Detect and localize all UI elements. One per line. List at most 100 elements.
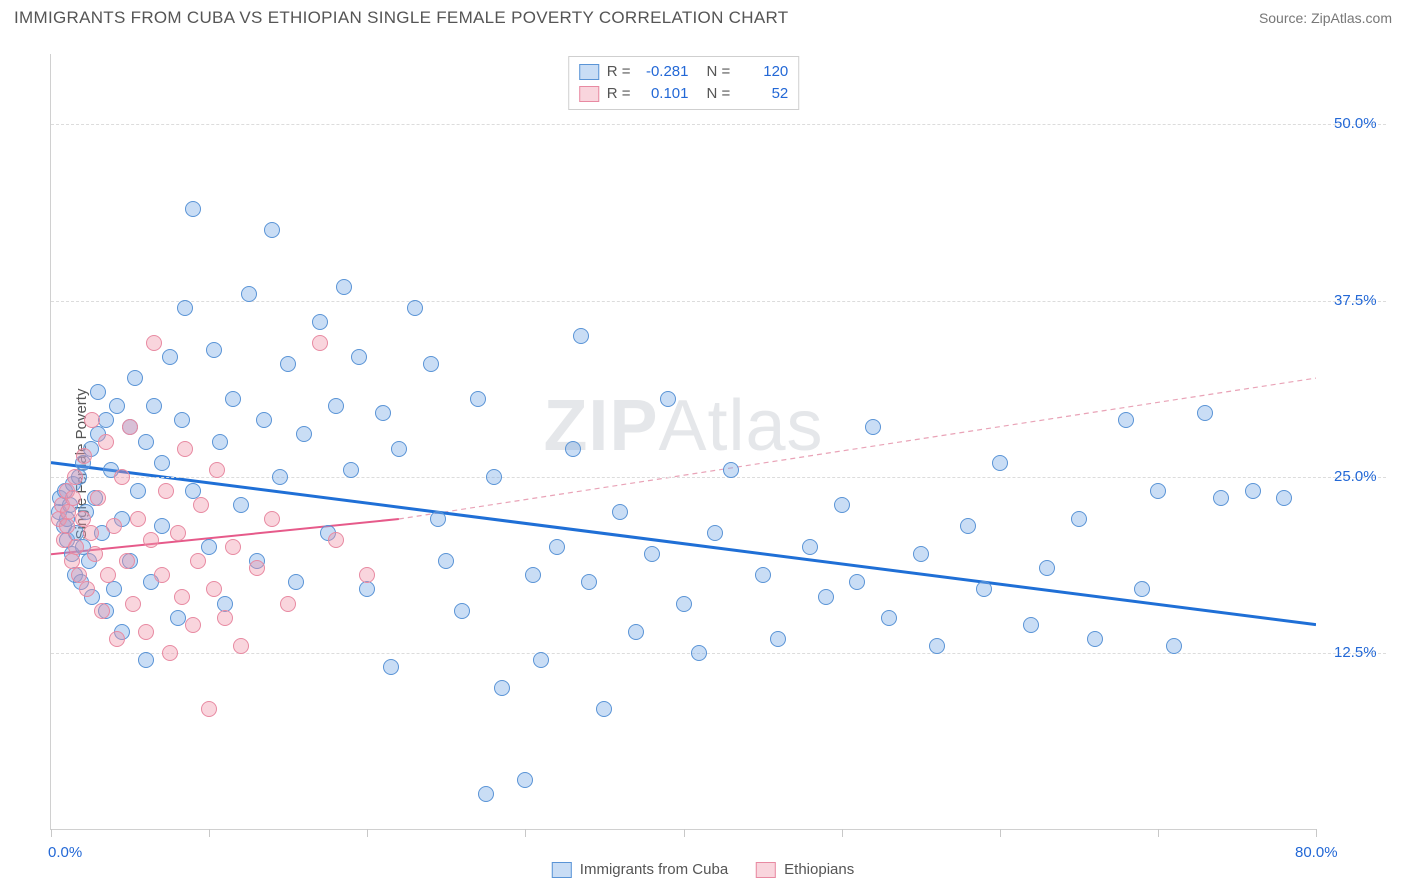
plot-region: ZIPAtlas R =-0.281N =120R =0.101N =52 12… — [50, 54, 1316, 830]
data-point-ethiopia — [122, 419, 138, 435]
data-point-ethiopia — [217, 610, 233, 626]
data-point-ethiopia — [125, 596, 141, 612]
data-point-cuba — [755, 567, 771, 583]
legend-item-cuba: Immigrants from Cuba — [552, 861, 728, 878]
data-point-cuba — [185, 201, 201, 217]
y-tick-label: 12.5% — [1334, 644, 1377, 661]
data-point-cuba — [525, 567, 541, 583]
data-point-cuba — [98, 412, 114, 428]
data-point-ethiopia — [328, 532, 344, 548]
y-tick-label: 50.0% — [1334, 115, 1377, 132]
data-point-ethiopia — [76, 448, 92, 464]
data-point-cuba — [770, 631, 786, 647]
x-tick — [367, 829, 368, 837]
data-point-cuba — [565, 441, 581, 457]
trend-ext-ethiopia — [399, 378, 1316, 519]
data-point-cuba — [1118, 412, 1134, 428]
data-point-cuba — [573, 328, 589, 344]
data-point-cuba — [1071, 511, 1087, 527]
data-point-cuba — [834, 497, 850, 513]
data-point-cuba — [272, 469, 288, 485]
legend-r-prefix: R = — [607, 61, 631, 83]
x-tick — [1316, 829, 1317, 837]
data-point-cuba — [146, 398, 162, 414]
data-point-ethiopia — [109, 631, 125, 647]
data-point-cuba — [549, 539, 565, 555]
legend-label-cuba: Immigrants from Cuba — [580, 861, 728, 878]
data-point-ethiopia — [100, 567, 116, 583]
data-point-ethiopia — [79, 581, 95, 597]
data-point-ethiopia — [190, 553, 206, 569]
data-point-cuba — [517, 772, 533, 788]
legend-row-cuba: R =-0.281N =120 — [579, 61, 789, 83]
legend-n-value-cuba: 120 — [738, 61, 788, 83]
data-point-cuba — [849, 574, 865, 590]
x-tick — [1000, 829, 1001, 837]
data-point-ethiopia — [114, 469, 130, 485]
data-point-ethiopia — [162, 645, 178, 661]
data-point-cuba — [486, 469, 502, 485]
data-point-cuba — [90, 384, 106, 400]
gridline — [51, 477, 1386, 478]
data-point-cuba — [391, 441, 407, 457]
data-point-cuba — [1023, 617, 1039, 633]
data-point-ethiopia — [68, 539, 84, 555]
chart-area: Single Female Poverty ZIPAtlas R =-0.281… — [0, 36, 1406, 892]
data-point-cuba — [1197, 405, 1213, 421]
data-point-cuba — [423, 356, 439, 372]
data-point-cuba — [1039, 560, 1055, 576]
data-point-cuba — [1134, 581, 1150, 597]
data-point-ethiopia — [359, 567, 375, 583]
swatch-ethiopia — [579, 86, 599, 102]
data-point-cuba — [1245, 483, 1261, 499]
data-point-ethiopia — [264, 511, 280, 527]
data-point-cuba — [212, 434, 228, 450]
legend-n-prefix: N = — [707, 83, 731, 105]
x-min-label: 0.0% — [48, 844, 82, 861]
legend-r-prefix: R = — [607, 83, 631, 105]
swatch-cuba — [552, 862, 572, 878]
data-point-ethiopia — [280, 596, 296, 612]
data-point-ethiopia — [67, 469, 83, 485]
data-point-cuba — [359, 581, 375, 597]
data-point-cuba — [328, 398, 344, 414]
data-point-cuba — [174, 412, 190, 428]
data-point-ethiopia — [59, 518, 75, 534]
swatch-ethiopia — [756, 862, 776, 878]
data-point-cuba — [818, 589, 834, 605]
swatch-cuba — [579, 64, 599, 80]
data-point-cuba — [206, 342, 222, 358]
data-point-ethiopia — [170, 525, 186, 541]
data-point-cuba — [280, 356, 296, 372]
data-point-cuba — [660, 391, 676, 407]
data-point-cuba — [162, 349, 178, 365]
watermark: ZIPAtlas — [543, 385, 823, 467]
data-point-ethiopia — [185, 617, 201, 633]
data-point-cuba — [644, 546, 660, 562]
y-tick-label: 37.5% — [1334, 292, 1377, 309]
data-point-cuba — [478, 786, 494, 802]
gridline — [51, 653, 1386, 654]
data-point-ethiopia — [177, 441, 193, 457]
data-point-cuba — [106, 581, 122, 597]
data-point-cuba — [430, 511, 446, 527]
data-point-ethiopia — [84, 412, 100, 428]
data-point-cuba — [109, 398, 125, 414]
data-point-cuba — [138, 434, 154, 450]
watermark-light: Atlas — [658, 386, 823, 466]
data-point-cuba — [383, 659, 399, 675]
x-tick — [1158, 829, 1159, 837]
data-point-ethiopia — [201, 701, 217, 717]
data-point-cuba — [802, 539, 818, 555]
data-point-ethiopia — [98, 434, 114, 450]
watermark-bold: ZIP — [543, 386, 658, 466]
data-point-cuba — [865, 419, 881, 435]
data-point-cuba — [154, 518, 170, 534]
data-point-cuba — [596, 701, 612, 717]
data-point-ethiopia — [87, 546, 103, 562]
legend-label-ethiopia: Ethiopians — [784, 861, 854, 878]
data-point-cuba — [707, 525, 723, 541]
data-point-ethiopia — [94, 603, 110, 619]
data-point-cuba — [1276, 490, 1292, 506]
data-point-cuba — [351, 349, 367, 365]
